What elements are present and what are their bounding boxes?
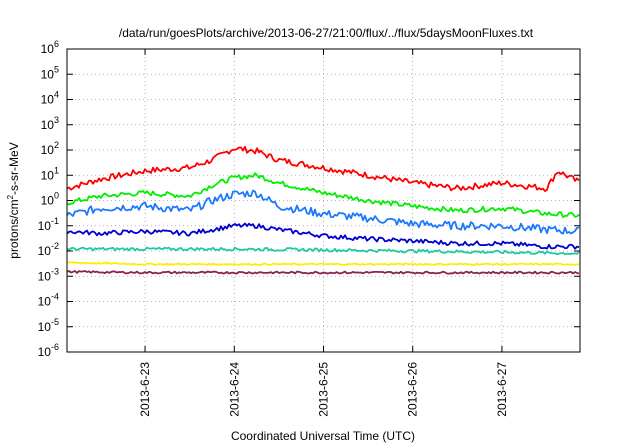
series-line-0: [66, 145, 580, 192]
x-tick-label-3: 2013-6-26: [406, 362, 420, 417]
x-tick-label-1: 2013-6-24: [227, 362, 241, 417]
y-axis-title-prefix: protons/cm: [7, 199, 21, 258]
series-group: [66, 145, 580, 275]
series-line-2: [66, 189, 580, 235]
y-tick-label-2: 10-4: [38, 292, 59, 309]
series-line-5: [66, 261, 580, 266]
y-tick-label-7: 101: [41, 165, 59, 182]
y-tick-label-1: 10-5: [38, 317, 59, 334]
chart-title: /data/run/goesPlots/archive/2013-06-27/2…: [119, 26, 534, 40]
series-line-3: [66, 222, 580, 250]
y-tick-label-11: 105: [41, 64, 59, 81]
y-tick-labels: 10-6 10-5 10-4 10-3 10-2 10-1 100 101 102 103 104 1…: [38, 39, 59, 359]
ticks: [67, 48, 580, 353]
y-tick-label-0: 10-6: [38, 342, 59, 359]
series-line-1: [66, 172, 580, 219]
y-axis-title: protons/cm2-s-sr-MeV: [6, 142, 21, 258]
y-tick-label-8: 102: [41, 140, 59, 157]
x-tick-labels: 2013-6-23 2013-6-24 2013-6-25 2013-6-26 2013…: [138, 362, 509, 417]
x-axis-title: Coordinated Universal Time (UTC): [231, 429, 415, 443]
x-tick-label-2: 2013-6-25: [317, 362, 331, 417]
x-tick-label-0: 2013-6-23: [138, 362, 152, 417]
series-line-4: [66, 246, 580, 256]
grid: [67, 49, 580, 352]
y-tick-label-5: 10-1: [38, 216, 59, 233]
y-axis-title-sup: 2: [6, 194, 15, 199]
y-tick-label-6: 100: [41, 191, 59, 208]
y-tick-label-9: 103: [41, 115, 59, 132]
y-tick-label-12: 106: [41, 39, 59, 56]
y-tick-label-10: 104: [41, 90, 59, 107]
y-tick-label-3: 10-3: [38, 266, 59, 283]
y-tick-label-4: 10-2: [38, 241, 59, 258]
series-line-6: [66, 270, 580, 275]
y-axis-title-suffix: -s-sr-MeV: [7, 142, 21, 195]
x-tick-label-4: 2013-6-27: [495, 362, 509, 417]
